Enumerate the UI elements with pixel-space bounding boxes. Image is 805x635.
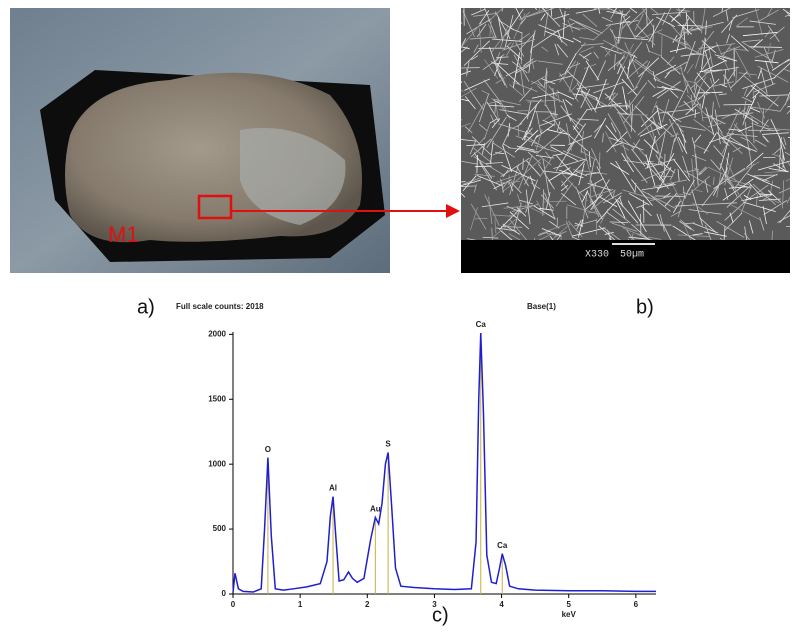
y-tick-label: 0 [222, 589, 227, 598]
sem-fiber [643, 200, 644, 223]
peak-label: Al [329, 484, 337, 493]
sem-fiber [449, 81, 462, 111]
x-tick-label: 4 [499, 600, 504, 609]
y-tick-label: 1500 [208, 394, 226, 403]
sem-fiber [518, 126, 519, 135]
sem-fiber [508, 1, 516, 8]
peak-label: S [385, 440, 391, 449]
y-tick-label: 500 [213, 524, 227, 533]
spectrum-line [233, 333, 656, 593]
panel-label: b) [636, 296, 654, 318]
x-tick-label: 0 [231, 600, 236, 609]
chart-title: Full scale counts: 2018 [176, 302, 264, 311]
chart-subtitle: Base(1) [527, 302, 556, 311]
sample-label: M1 [108, 222, 139, 247]
figure: M1 X330 50µm a) b) c) Full scale counts:… [0, 0, 805, 630]
sem-scale: 50µm [620, 250, 644, 261]
x-axis-label: keV [562, 610, 577, 619]
sem-fiber [477, 155, 478, 173]
panel-label: a) [137, 296, 155, 318]
photo-panel: M1 [10, 8, 460, 273]
sem-panel: X330 50µm [440, 0, 805, 273]
x-tick-label: 6 [634, 600, 639, 609]
peak-label: Au [370, 505, 381, 514]
sem-magnification: X330 [585, 250, 609, 261]
x-tick-label: 2 [365, 600, 370, 609]
sem-fiber [790, 179, 795, 190]
peak-label: Ca [497, 541, 508, 550]
x-tick-label: 3 [432, 600, 437, 609]
spectrum-chart: 0 500 1000 1500 2000 0 1 2 3 4 5 6 keV O Al Au S Ca Ca [208, 320, 656, 619]
x-tick-label: 5 [566, 600, 571, 609]
sem-fiber [790, 11, 805, 13]
y-tick-label: 1000 [208, 459, 226, 468]
x-tick-label: 1 [298, 600, 303, 609]
sem-fiber [445, 81, 463, 92]
peak-label: O [265, 445, 271, 454]
y-tick-label: 2000 [208, 329, 226, 338]
peak-label: Ca [476, 320, 487, 329]
sem-fiber [788, 136, 802, 137]
sem-fiber [445, 119, 462, 138]
sem-fiber [568, 0, 570, 9]
